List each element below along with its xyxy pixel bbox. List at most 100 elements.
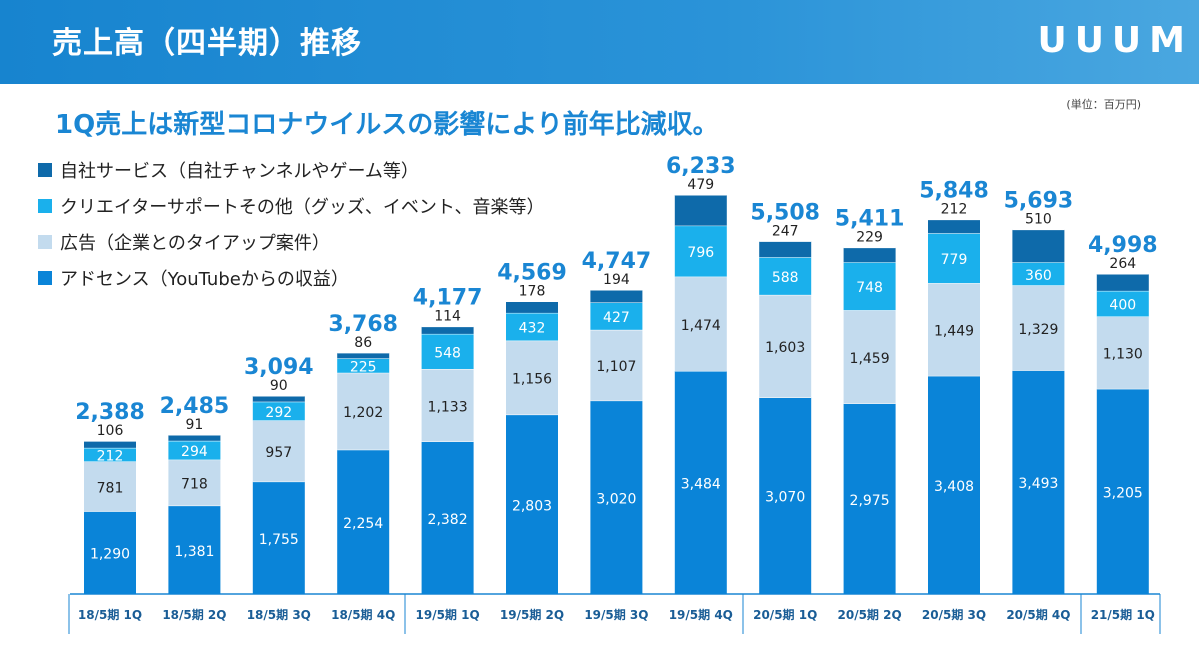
- data-label: 510: [1025, 212, 1052, 228]
- data-label: 247: [772, 223, 799, 239]
- total-label: 3,094: [244, 355, 314, 380]
- data-label: 427: [603, 310, 630, 326]
- legend-swatch-adsense: [38, 271, 52, 285]
- bar-segment: [1012, 370, 1065, 594]
- category-label: 18/5期 3Q: [247, 607, 311, 622]
- data-label: 1,459: [850, 351, 890, 367]
- data-label: 432: [519, 321, 546, 337]
- data-label: 294: [181, 444, 208, 460]
- bar-segment: [506, 301, 558, 313]
- total-label: 3,768: [328, 312, 398, 337]
- bar-segment: [252, 401, 305, 421]
- data-label: 2,382: [428, 512, 468, 528]
- data-label: 1,755: [259, 532, 299, 548]
- category-label: 18/5期 1Q: [78, 607, 142, 622]
- bar-segment: [1096, 316, 1149, 389]
- bar-segment: [759, 257, 812, 295]
- slide-subtitle: 1Q売上は新型コロナウイルスの影響により前年比減収。: [55, 110, 719, 140]
- legend-item-self-service: 自社サービス（自社チャンネルやゲーム等）: [38, 152, 545, 188]
- bar-segment: [759, 241, 812, 258]
- category-label: 18/5期 2Q: [162, 607, 226, 622]
- category-label: 21/5期 1Q: [1091, 607, 1155, 622]
- total-label: 5,508: [750, 200, 820, 225]
- legend-label-ads: 広告（企業とのタイアップ案件）: [60, 233, 330, 254]
- data-label: 360: [1025, 268, 1052, 284]
- bar-segment: [759, 397, 812, 594]
- page-title: 売上高（四半期）推移: [52, 26, 362, 61]
- bar-segment: [506, 340, 558, 415]
- data-label: 796: [687, 245, 714, 261]
- bar-segment: [337, 358, 390, 373]
- data-label: 114: [434, 309, 461, 325]
- data-label: 2,975: [850, 493, 890, 509]
- total-label: 2,485: [160, 394, 230, 419]
- category-label: 19/5期 1Q: [416, 607, 480, 622]
- data-label: 2,803: [512, 498, 552, 514]
- data-label: 212: [941, 202, 968, 218]
- data-label: 3,070: [765, 490, 805, 506]
- data-label: 1,329: [1018, 322, 1058, 338]
- data-label: 1,603: [765, 340, 805, 356]
- bar-segment: [506, 414, 558, 594]
- category-label: 19/5期 4Q: [669, 607, 733, 622]
- bar-segment: [252, 395, 305, 402]
- legend-swatch-ads: [38, 235, 52, 249]
- total-label: 5,411: [835, 207, 905, 232]
- category-label: 19/5期 2Q: [500, 607, 564, 622]
- data-label: 1,133: [428, 399, 468, 415]
- total-label: 5,693: [1004, 189, 1074, 214]
- bar-segment: [252, 481, 305, 594]
- bar-segment: [759, 294, 812, 398]
- legend-swatch-self-service: [38, 163, 52, 177]
- data-label: 90: [270, 378, 288, 394]
- data-label: 1,381: [174, 544, 214, 560]
- bar-segment: [337, 372, 390, 450]
- data-label: 3,205: [1103, 485, 1143, 501]
- data-label: 178: [519, 284, 546, 300]
- total-label: 4,747: [582, 249, 652, 274]
- bar-segment: [928, 233, 980, 284]
- data-label: 779: [941, 252, 968, 268]
- bar-segment: [337, 352, 390, 359]
- bar-segment: [1096, 388, 1149, 594]
- total-label: 6,233: [666, 154, 736, 179]
- unit-label: (単位：百万円): [1066, 98, 1141, 111]
- data-label: 225: [350, 360, 377, 376]
- data-label: 1,156: [512, 372, 552, 388]
- data-label: 957: [265, 445, 292, 461]
- bar-segment: [168, 505, 221, 594]
- company-logo: UUUM: [1037, 20, 1193, 61]
- legend-swatch-creator-support: [38, 199, 52, 213]
- bar-segment: [84, 461, 136, 512]
- data-label: 2,254: [343, 516, 383, 532]
- bar-segment: [590, 329, 643, 401]
- data-label: 1,290: [90, 547, 130, 563]
- bar-segment: [1012, 229, 1065, 263]
- data-label: 1,449: [934, 323, 974, 339]
- total-label: 2,388: [75, 400, 145, 425]
- bar-segment: [168, 434, 221, 441]
- bar-segment: [843, 310, 896, 404]
- bar-segment: [421, 368, 474, 442]
- bar-segment: [252, 420, 305, 482]
- data-label: 212: [97, 449, 124, 465]
- data-label: 229: [856, 230, 883, 246]
- total-label: 4,998: [1088, 233, 1158, 258]
- bar-segment: [421, 441, 474, 594]
- data-label: 3,020: [596, 491, 636, 507]
- chart-legend: 自社サービス（自社チャンネルやゲーム等） クリエイターサポートその他（グッズ、イ…: [38, 152, 545, 296]
- bar-segment: [590, 302, 643, 330]
- bar-segment: [674, 195, 727, 226]
- bar-segment: [674, 276, 727, 371]
- bar-segment: [843, 247, 896, 263]
- header-bar: 売上高（四半期）推移 UUUM: [0, 0, 1199, 84]
- bar-segment: [337, 449, 390, 594]
- bar-segment: [168, 440, 221, 460]
- legend-item-adsense: アドセンス（YouTubeからの収益）: [38, 260, 545, 296]
- data-label: 86: [354, 335, 372, 351]
- data-label: 1,474: [681, 318, 721, 334]
- bar-segment: [1096, 273, 1149, 291]
- data-label: 194: [603, 272, 630, 288]
- legend-label-adsense: アドセンス（YouTubeからの収益）: [60, 269, 349, 290]
